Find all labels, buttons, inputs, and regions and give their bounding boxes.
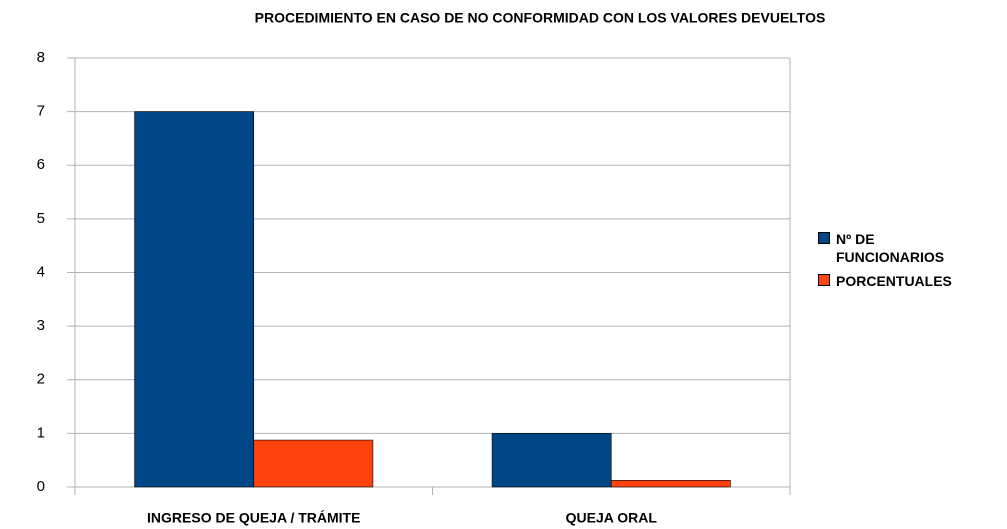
bar — [491, 433, 612, 488]
legend-swatch — [818, 274, 830, 286]
legend-label: Nº DE FUNCIONARIOS — [836, 231, 945, 265]
bar — [253, 439, 374, 488]
y-tick-label: 5 — [37, 210, 45, 227]
y-tick-label: 1 — [37, 424, 45, 441]
y-tick-label: 7 — [37, 103, 45, 120]
y-tick-label: 3 — [37, 317, 45, 334]
bar — [134, 111, 255, 488]
legend: Nº DE FUNCIONARIOS PORCENTUALES — [818, 230, 978, 296]
y-tick-label: 8 — [37, 49, 45, 66]
y-tick-label: 6 — [37, 156, 45, 173]
bar — [610, 479, 731, 488]
legend-label: PORCENTUALES — [836, 273, 952, 289]
x-tick-label: INGRESO DE QUEJA / TRÁMITE — [147, 510, 360, 526]
chart-title: PROCEDIMIENTO EN CASO DE NO CONFORMIDAD … — [255, 10, 826, 26]
legend-item: PORCENTUALES — [818, 272, 978, 290]
x-tick-label: QUEJA ORAL — [566, 510, 658, 526]
y-tick-label: 4 — [37, 263, 45, 280]
legend-item: Nº DE FUNCIONARIOS — [818, 230, 978, 266]
y-tick-label: 0 — [37, 478, 45, 495]
y-tick-label: 2 — [37, 371, 45, 388]
legend-swatch — [818, 232, 830, 244]
